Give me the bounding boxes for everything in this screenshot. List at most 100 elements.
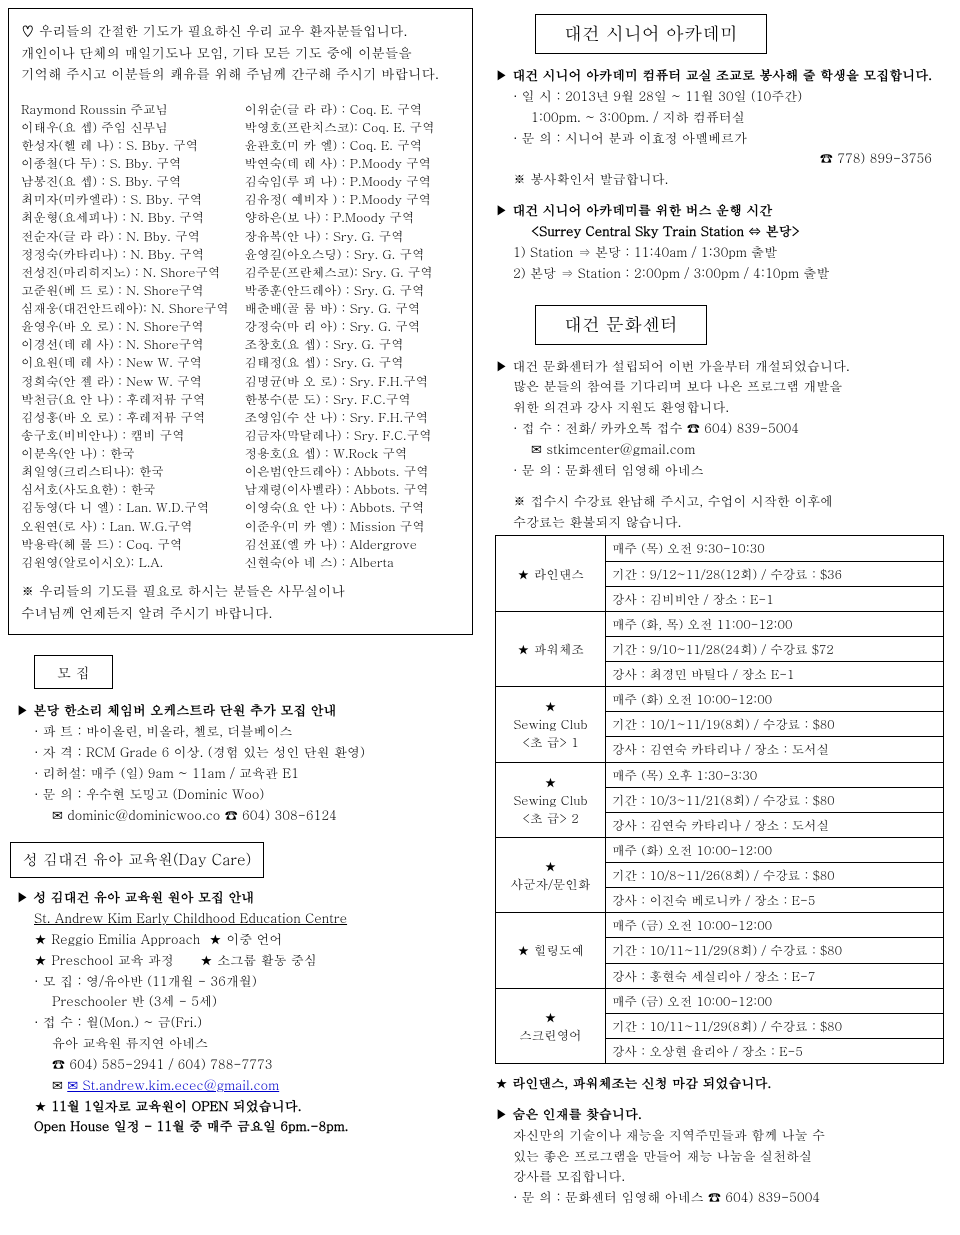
name-row: 김유정( 예비자 ) : P.Moody 구역: [245, 190, 461, 208]
daycare-feat-4: 소그룹 활동 중심: [200, 950, 317, 969]
name-row: 심서호(사도요한) : 한국: [21, 480, 237, 498]
schedule-table: ★ 라인댄스매주 (목) 오전 9:30-10:30기간 : 9/12~11/2…: [495, 535, 944, 1064]
name-row: 한성자(헬 레 나) : S. Bby. 구역: [21, 136, 237, 154]
class-time: 매주 (목) 오전 9:30-10:30: [606, 536, 944, 561]
name-row: 김태정(요 셉) : Sry. G. 구역: [245, 353, 461, 371]
daycare-m5: ☎ 604) 585-2941 / 604) 788-7773: [16, 1055, 465, 1074]
name-row: 이경선(데 레 사) : N. Shore구역: [21, 335, 237, 353]
name-row: 이준우(미 카 엘) : Mission 구역: [245, 517, 461, 535]
culture-c3: 문 의 : 문화센터 임영해 아네스: [495, 461, 944, 480]
name-row: 박용락(헤 롤 드) : Coq. 구역: [21, 535, 237, 553]
names-right-col: 이위순(글 라 라) : Coq. E. 구역박영호(프란치스코): Coq. …: [245, 100, 461, 571]
name-row: 김명균(바 오 로) : Sry. F.H.구역: [245, 372, 461, 390]
class-time: 매주 (금) 오전 10:00-12:00: [606, 913, 944, 938]
culture-p2: 많은 분들의 참여를 기다리며 보다 나은 프로그램 개발을: [495, 377, 944, 396]
class-teacher: 강사 : 김비비안 / 장소 : E-1: [606, 586, 944, 611]
name-row: 최일영(크리스티나): 한국: [21, 462, 237, 480]
recruit-parts: 파 트 : 바이올린, 비올라, 첼로, 더블베이스: [16, 722, 465, 741]
senior-phone: ☎ 778) 899-3756: [495, 149, 944, 168]
class-period: 기간 : 10/8~11/26(8회) / 수강료 : $80: [606, 863, 944, 888]
name-row: Raymond Roussin 주교님: [21, 100, 237, 118]
culture-c4: ※ 접수시 수강료 완납해 주시고, 수업이 시작한 이후에: [495, 492, 944, 511]
name-row: 고준원(베 드 로) : N. Shore구역: [21, 281, 237, 299]
name-row: 김동영(다 니 엘) : Lan. W.D.구역: [21, 498, 237, 516]
class-period: 기간 : 9/12~11/28(12회) / 수강료 : $36: [606, 561, 944, 586]
senior-bus-1: 1) Station ⇒ 본당 : 11:40am / 1:30pm 출발: [495, 243, 944, 262]
daycare-email-link[interactable]: ✉ St.andrew.kim.ecec@gmail.com: [67, 1075, 279, 1094]
name-row: 이태우(요 셉) 주임 신부님: [21, 118, 237, 136]
name-row: 김주문(프란체스코): Sry. G. 구역: [245, 263, 461, 281]
name-row: 장유복(안 나) : Sry. G. 구역: [245, 227, 461, 245]
class-name: ★ Sewing Club <초 급> 1: [496, 687, 606, 762]
name-row: 정정숙(카타리나) : N. Bby. 구역: [21, 245, 237, 263]
recruit-email: ✉ dominic@dominicwoo.co ☎ 604) 308-6124: [16, 806, 465, 825]
daycare-open: 11월 1일자로 교육원이 OPEN 되었습니다.: [51, 1096, 301, 1115]
talent-l2: 자신만의 기술이나 재능을 지역주민들과 함께 나눌 수: [495, 1126, 944, 1145]
class-period: 기간 : 10/11~11/29(8회) / 수강료 : $80: [606, 1013, 944, 1038]
name-row: 김성홍(바 오 로) : 후레저뷰 구역: [21, 408, 237, 426]
class-teacher: 강사 : 이진숙 베로니카 / 장소 : E-5: [606, 888, 944, 913]
class-teacher: 강사 : 최경민 바틸다 / 장소 E-1: [606, 662, 944, 687]
daycare-m3: 접 수 : 월(Mon.) ~ 금(Fri.): [16, 1013, 465, 1032]
talent-heading: 숨은 인재를 찾습니다.: [512, 1104, 641, 1123]
name-row: 양하은(보 나) : P.Moody 구역: [245, 208, 461, 226]
class-time: 매주 (금) 오전 10:00-12:00: [606, 988, 944, 1013]
name-row: 김숙임(루 피 나) : P.Moody 구역: [245, 172, 461, 190]
name-row: 조창호(요 셉) : Sry. G. 구역: [245, 335, 461, 353]
daycare-m2: Preschooler 반 (3세 - 5세): [16, 992, 465, 1011]
prayer-footnote-l2: 수녀님께 언제든지 알려 주시기 바랍니다.: [21, 603, 460, 623]
senior-date: 일 시 : 2013년 9월 28일 ~ 11월 30일 (10주간): [495, 87, 944, 106]
daycare-m4: 유아 교육원 류지연 아네스: [16, 1034, 465, 1053]
class-period: 기간 : 10/1~11/19(8회) / 수강료 : $80: [606, 712, 944, 737]
name-row: 오원연(로 사) : Lan. W.G.구역: [21, 517, 237, 535]
class-name: ★ 힐링도예: [496, 913, 606, 988]
senior-contact: 문 의 : 시니어 분과 이효정 아멜베르가: [495, 129, 944, 148]
class-name: ★ Sewing Club <초 급> 2: [496, 762, 606, 837]
talent-l4: 강사를 모집합니다.: [495, 1167, 944, 1186]
name-row: 박연숙(데 레 사) : P.Moody 구역: [245, 154, 461, 172]
class-time: 매주 (화) 오전 10:00-12:00: [606, 687, 944, 712]
name-row: 윤영우(바 오 로) : N. Shore구역: [21, 317, 237, 335]
daycare-openhouse: Open House 일정 - 11월 중 매주 금요일 6pm.-8pm.: [34, 1116, 348, 1135]
name-row: 이요원(데 레 사) : New W. 구역: [21, 353, 237, 371]
name-row: 정희숙(안 젤 라) : New W. 구역: [21, 372, 237, 390]
name-row: 최미자(미카엘라) : S. Bby. 구역: [21, 190, 237, 208]
name-row: 전순자(글 라 라) : N. Bby. 구역: [21, 227, 237, 245]
culture-c2: ✉ stkimcenter@gmail.com: [495, 440, 944, 459]
name-row: 윤영길(아오스딩) : Sry. G. 구역: [245, 245, 461, 263]
talent-contact: 문 의 : 문화센터 임영해 아네스 ☎ 604) 839-5004: [495, 1188, 944, 1207]
daycare-title: 성 김대건 유아 교육원(Day Care): [10, 842, 264, 878]
name-row: 남봉진(요 셉) : S. Bby. 구역: [21, 172, 237, 190]
name-row: 이위순(글 라 라) : Coq. E. 구역: [245, 100, 461, 118]
senior-cert: ※ 봉사확인서 발급합니다.: [495, 170, 944, 189]
class-name: ★ 파워체조: [496, 611, 606, 686]
recruit-qual: 자 격 : RCM Grade 6 이상. (경험 있는 성인 단원 환영): [16, 743, 465, 762]
recruit-title: 모 집: [34, 655, 113, 689]
name-row: 한봉수(분 도) : Sry. F.C.구역: [245, 390, 461, 408]
talent-l3: 있는 좋은 프로그램을 만들어 재능 나눔을 실천하실: [495, 1147, 944, 1166]
class-period: 기간 : 10/3~11/21(8회) / 수강료 : $80: [606, 787, 944, 812]
name-row: 이종철(다 두) : S. Bby. 구역: [21, 154, 237, 172]
name-row: 김선표(엘 카 나) : Aldergrove: [245, 535, 461, 553]
recruit-heading: 본당 한소리 체임버 오케스트라 단원 추가 모집 안내: [33, 700, 336, 719]
name-row: 이분옥(안 나) : 한국: [21, 444, 237, 462]
class-name: ★ 사군자/문인화: [496, 837, 606, 912]
name-row: 박천금(요 안 나) : 후레저뷰 구역: [21, 390, 237, 408]
culture-closed: 라인댄스, 파워체조는 신청 마감 되었습니다.: [512, 1073, 771, 1092]
daycare-heading: 성 김대건 유아 교육원 원아 모집 안내: [33, 887, 254, 906]
daycare-feat-2: 이중 언어: [209, 929, 283, 948]
daycare-english-name: St. Andrew Kim Early Childhood Education…: [34, 908, 347, 927]
class-time: 매주 (화) 오전 10:00-12:00: [606, 837, 944, 862]
senior-title: 대건 시니어 아카데미: [535, 14, 767, 54]
name-row: 김원영(알로이시오): L.A.: [21, 553, 237, 571]
prayer-intro-l1: ♡ 우리들의 간절한 기도가 필요하신 우리 교우 환자분들입니다.: [21, 21, 460, 41]
culture-c5: 수강료는 환불되지 않습니다.: [495, 513, 944, 532]
name-row: 전성진(마리히지노) : N. Shore구역: [21, 263, 237, 281]
class-period: 기간 : 9/10~11/28(24회) / 수강료 $72: [606, 636, 944, 661]
prayer-intro-l3: 기억해 주시고 이분들의 쾌유를 위해 주님께 간구해 주시기 바랍니다.: [21, 64, 460, 84]
class-time: 매주 (화, 목) 오전 11:00-12:00: [606, 611, 944, 636]
name-row: 남재령(이사벨라) : Abbots. 구역: [245, 480, 461, 498]
class-period: 기간 : 10/11~11/29(8회) / 수강료 : $80: [606, 938, 944, 963]
daycare-m1: 모 집 : 영/유아반 (11개월 - 36개월): [16, 972, 465, 991]
class-name: ★ 라인댄스: [496, 536, 606, 611]
